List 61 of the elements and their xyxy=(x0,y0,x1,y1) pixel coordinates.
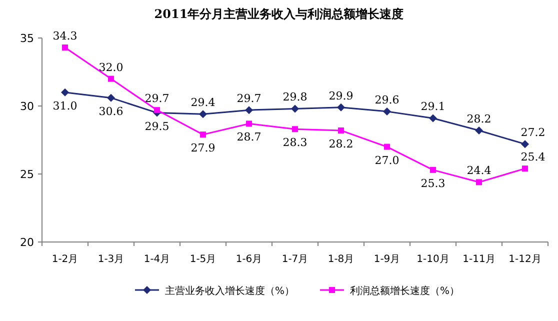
point xyxy=(521,140,529,148)
y-tick-label: 30 xyxy=(20,100,34,113)
x-tick-label: 1-9月 xyxy=(374,254,400,265)
data-label: 31.0 xyxy=(52,99,78,112)
data-label: 29.6 xyxy=(374,93,400,106)
y-tick-label: 20 xyxy=(20,236,34,249)
point xyxy=(522,166,528,172)
data-label: 28.2 xyxy=(466,112,492,126)
point xyxy=(338,127,344,134)
x-tick-label: 1-7月 xyxy=(282,254,308,265)
data-label: 25.3 xyxy=(420,176,446,190)
point xyxy=(108,76,114,82)
data-label: 27.0 xyxy=(374,154,400,167)
point xyxy=(475,126,483,134)
data-label: 29.5 xyxy=(144,120,170,133)
data-label: 28.2 xyxy=(328,137,354,150)
x-tick-label: 1-10月 xyxy=(416,254,450,265)
data-label: 34.3 xyxy=(52,30,78,43)
x-tick-label: 1-2月 xyxy=(52,254,78,265)
point xyxy=(61,88,69,96)
data-label: 27.9 xyxy=(190,142,216,155)
legend-label: 主营业务收入增长速度（%） xyxy=(165,285,295,297)
y-tick-label: 35 xyxy=(20,32,34,45)
data-label: 32.0 xyxy=(98,60,124,74)
point xyxy=(383,107,391,116)
data-label: 24.4 xyxy=(466,164,492,178)
point xyxy=(292,126,298,132)
point xyxy=(154,107,160,114)
point xyxy=(430,166,436,173)
x-tick-label: 1-6月 xyxy=(236,254,262,265)
data-label: 29.8 xyxy=(282,90,308,104)
point xyxy=(62,44,68,51)
x-tick-label: 1-4月 xyxy=(144,254,170,265)
data-label: 30.6 xyxy=(98,104,124,118)
point xyxy=(429,114,437,122)
x-tick-label: 1-8月 xyxy=(328,254,354,265)
data-label: 28.7 xyxy=(236,130,262,144)
data-label: 25.4 xyxy=(520,150,546,164)
x-tick-label: 1-12月 xyxy=(508,254,542,265)
point xyxy=(476,179,482,186)
point xyxy=(384,144,390,150)
data-label: 29.7 xyxy=(144,92,170,106)
x-tick-label: 1-11月 xyxy=(462,254,496,265)
x-tick-label: 1-3月 xyxy=(98,254,124,265)
data-label: 28.3 xyxy=(282,136,308,150)
data-label: 29.1 xyxy=(420,100,446,114)
point xyxy=(337,103,345,112)
x-tick-label: 1-5月 xyxy=(190,254,216,265)
data-label: 29.4 xyxy=(190,96,216,110)
point xyxy=(245,106,253,114)
chart-title: 2011年分月主营业务收入与利润总额增长速度 xyxy=(154,7,404,21)
data-label: 29.9 xyxy=(328,89,354,102)
data-label: 27.2 xyxy=(520,126,546,140)
data-label: 29.7 xyxy=(236,92,262,106)
point xyxy=(291,104,299,113)
y-tick-label: 25 xyxy=(20,168,34,181)
point xyxy=(107,94,115,102)
legend-label: 利润总额增长速度（%） xyxy=(350,285,460,297)
point xyxy=(246,120,252,127)
point xyxy=(199,110,207,118)
point xyxy=(200,132,206,138)
